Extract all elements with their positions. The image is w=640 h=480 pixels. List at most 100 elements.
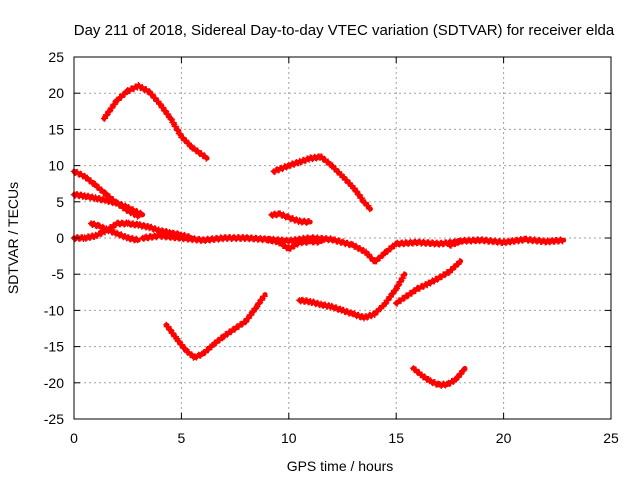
data-point: [275, 239, 281, 245]
y-tick-label: -15: [44, 339, 64, 355]
data-point: [286, 246, 292, 252]
data-point: [445, 381, 451, 387]
data-point: [271, 168, 277, 174]
data-point: [232, 326, 238, 331]
series-arc-6: [139, 231, 464, 265]
data-point: [157, 233, 163, 239]
data-point: [204, 155, 210, 161]
data-point: [179, 134, 184, 140]
data-point: [114, 98, 120, 103]
data-point: [189, 145, 195, 150]
y-tick-label: -25: [44, 411, 64, 427]
x-tick-label: 5: [178, 430, 186, 446]
data-point: [453, 376, 459, 382]
data-point: [163, 322, 169, 328]
x-tick-label: 25: [603, 430, 619, 446]
chart-title: Day 211 of 2018, Sidereal Day-to-day VTE…: [74, 22, 615, 39]
data-point: [402, 271, 408, 277]
ticks: [73, 56, 612, 420]
series-arc-8: [270, 153, 373, 213]
data-point: [307, 155, 313, 161]
data-point: [254, 304, 259, 310]
data-point: [350, 311, 356, 317]
data-point: [479, 237, 485, 243]
data-point: [393, 300, 399, 306]
data-point: [286, 215, 292, 221]
data-point: [297, 218, 302, 224]
data-point: [168, 116, 174, 121]
data-point: [307, 239, 313, 245]
data-point: [329, 163, 335, 169]
data-point: [264, 237, 270, 242]
x-tick-label: 10: [281, 430, 297, 446]
series-arc-11: [163, 292, 268, 361]
x-axis-label: GPS time / hours: [287, 458, 394, 474]
data-point: [103, 197, 109, 203]
data-point: [183, 347, 189, 353]
data-point: [561, 237, 567, 243]
data-point: [286, 238, 292, 244]
data-point: [146, 89, 152, 95]
data-point: [372, 311, 378, 317]
grid: [74, 57, 611, 419]
data-point: [372, 259, 378, 265]
series-arc-10: [264, 236, 324, 252]
data-point: [146, 224, 152, 230]
x-tick-label: 0: [70, 430, 78, 446]
data-point: [125, 235, 131, 241]
data-point: [114, 221, 120, 226]
data-point: [318, 239, 324, 245]
data-point: [101, 116, 107, 121]
y-tick-label: -10: [44, 302, 64, 318]
x-tick-label: 15: [388, 430, 404, 446]
data-point: [297, 297, 302, 303]
data-point: [179, 235, 184, 241]
data-point: [297, 159, 302, 165]
data-point: [243, 318, 249, 324]
data-point: [340, 308, 345, 313]
series-arc-4: [88, 220, 141, 244]
data-point: [307, 299, 313, 305]
data-point: [361, 199, 367, 205]
y-tick-label: 0: [56, 230, 64, 246]
data-point: [368, 206, 373, 212]
data-point: [82, 235, 88, 241]
y-tick-label: -20: [44, 375, 64, 391]
data-point: [93, 195, 98, 201]
data-point: [200, 351, 206, 357]
series-arc-9: [268, 210, 313, 226]
data-point: [318, 302, 324, 308]
data-point: [329, 304, 335, 310]
data-point: [363, 250, 369, 255]
data-point: [410, 365, 416, 371]
y-tick-label: 10: [48, 158, 64, 174]
data-point: [243, 235, 249, 241]
data-point: [277, 211, 283, 217]
data-point: [544, 239, 549, 245]
y-tick-label: 5: [56, 194, 64, 210]
data-point: [174, 336, 180, 342]
data-point: [221, 235, 227, 241]
data-point: [269, 212, 275, 218]
data-point: [458, 238, 464, 244]
data-point: [191, 355, 197, 360]
series-arc-3: [70, 191, 146, 218]
data-point: [318, 154, 324, 160]
data-point: [157, 101, 163, 107]
y-axis-label: SDTVAR / TECUs: [5, 182, 21, 294]
y-tick-label: 25: [48, 49, 64, 65]
data-point: [136, 83, 141, 89]
data-point: [82, 174, 88, 179]
data-point: [211, 342, 217, 347]
data-point: [103, 192, 109, 197]
data-point: [522, 237, 528, 242]
data-point: [329, 237, 335, 242]
data-point: [82, 193, 88, 199]
data-point: [462, 365, 468, 371]
data-point: [93, 182, 98, 188]
data-point: [447, 268, 453, 274]
data-point: [88, 221, 94, 226]
data-point: [114, 200, 120, 206]
data-point: [93, 233, 98, 239]
